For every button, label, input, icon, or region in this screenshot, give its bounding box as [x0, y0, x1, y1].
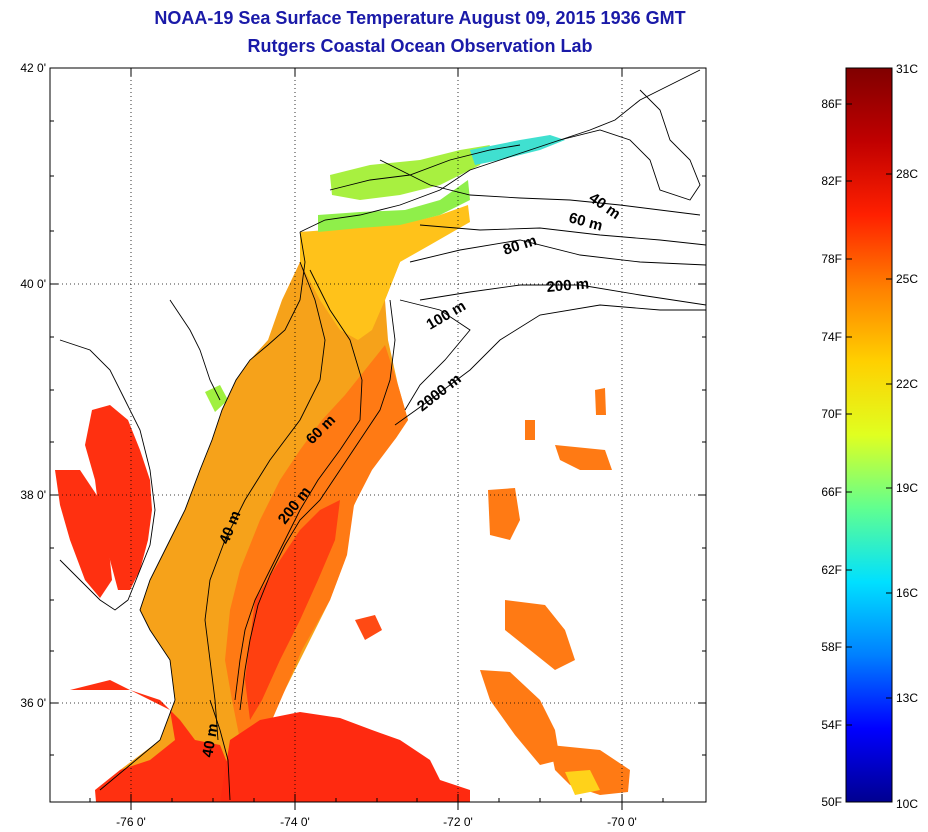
cb-f-82: 82F [821, 174, 842, 188]
coastline-ny-li [299, 69, 701, 233]
contour-80m [409, 239, 706, 266]
lon-label-74: -74 0' [280, 815, 310, 829]
colorbar-ticks [846, 103, 892, 726]
sst-chesapeake [85, 405, 152, 590]
coastline-delaware [169, 299, 221, 401]
cb-f-54: 54F [821, 718, 842, 732]
sst-cape-cod-cyan [470, 135, 565, 165]
lat-label-38: 38 0' [20, 488, 46, 502]
coastline-nj [99, 231, 306, 791]
sst-delmarva-green [205, 385, 228, 412]
cb-c-28: 28C [896, 167, 918, 181]
sst-patch-3 [480, 670, 560, 765]
contour-label-200m-ne: 200 m [546, 275, 590, 296]
lon-labels: -76 0' -74 0' -72 0' -70 0' [116, 815, 637, 829]
sst-patch-9 [355, 615, 382, 640]
sst-imagery [55, 135, 630, 802]
map-title-line-2: Rutgers Coastal Ocean Observation Lab [247, 36, 593, 56]
contour-40m-s [204, 261, 326, 741]
lon-label-76: -76 0' [116, 815, 146, 829]
sst-sounds [70, 680, 230, 802]
colorbar [845, 67, 893, 803]
coastline-sound-north [329, 144, 521, 191]
map-frame [49, 67, 707, 803]
map-grid [50, 68, 706, 802]
lat-label-36: 36 0' [20, 696, 46, 710]
coastline-cape-cod [559, 89, 701, 201]
cb-c-25: 25C [896, 272, 918, 286]
cb-f-70: 70F [821, 407, 842, 421]
sst-chesapeake-lower [55, 470, 112, 598]
sst-nj-cool [300, 205, 470, 340]
sst-patch-7 [555, 445, 612, 470]
sst-patch-2 [505, 600, 575, 670]
contour-100m [399, 299, 471, 411]
lat-label-40: 40 0' [20, 277, 46, 291]
cb-f-74: 74F [821, 330, 842, 344]
contour-label-40m-ss: 40 m [199, 722, 222, 759]
contour-40m-ss [209, 699, 231, 801]
cb-f-78: 78F [821, 252, 842, 266]
cb-f-66: 66F [821, 485, 842, 499]
cb-f-62: 62F [821, 563, 842, 577]
map-ticks [50, 67, 706, 810]
cb-f-50: 50F [821, 795, 842, 809]
cb-c-10: 10C [896, 797, 918, 811]
contour-60m-s [234, 269, 363, 701]
sst-li-sound [330, 145, 490, 200]
lat-label-42: 42 0' [20, 61, 46, 75]
cb-c-19: 19C [896, 481, 918, 495]
cb-c-13: 13C [896, 691, 918, 705]
sst-patch-8 [525, 420, 535, 440]
contour-2000m [394, 304, 706, 426]
contour-40m-n [379, 159, 701, 216]
coastline-bay-west [59, 339, 156, 611]
colorbar-c-labels: 31C 28C 25C 22C 19C 16C 13C 10C [896, 62, 918, 811]
sst-patch-6 [595, 388, 606, 415]
lat-labels: 42 0' 40 0' 38 0' 36 0' [20, 61, 46, 710]
map-title-line-1: NOAA-19 Sea Surface Temperature August 0… [154, 8, 686, 28]
sst-patch-1 [488, 488, 520, 540]
sst-shelf-band [96, 228, 408, 802]
colorbar-f-labels: 86F 82F 78F 74F 70F 66F 62F 58F 54F 50F [821, 97, 842, 809]
contour-200m-n [419, 284, 706, 306]
cb-c-31: 31C [896, 62, 918, 76]
contour-200m-s [239, 299, 396, 711]
cb-c-16: 16C [896, 586, 918, 600]
sst-ny-green [318, 180, 470, 232]
sst-patch-5 [565, 770, 600, 795]
sst-south-hot [220, 712, 470, 802]
cb-c-22: 22C [896, 377, 918, 391]
contour-lines [59, 69, 706, 801]
contour-60m-n [419, 224, 706, 246]
sst-hot-strip [245, 500, 340, 720]
lon-label-70: -70 0' [607, 815, 637, 829]
lon-label-72: -72 0' [443, 815, 473, 829]
cb-f-86: 86F [821, 97, 842, 111]
cb-f-58: 58F [821, 640, 842, 654]
